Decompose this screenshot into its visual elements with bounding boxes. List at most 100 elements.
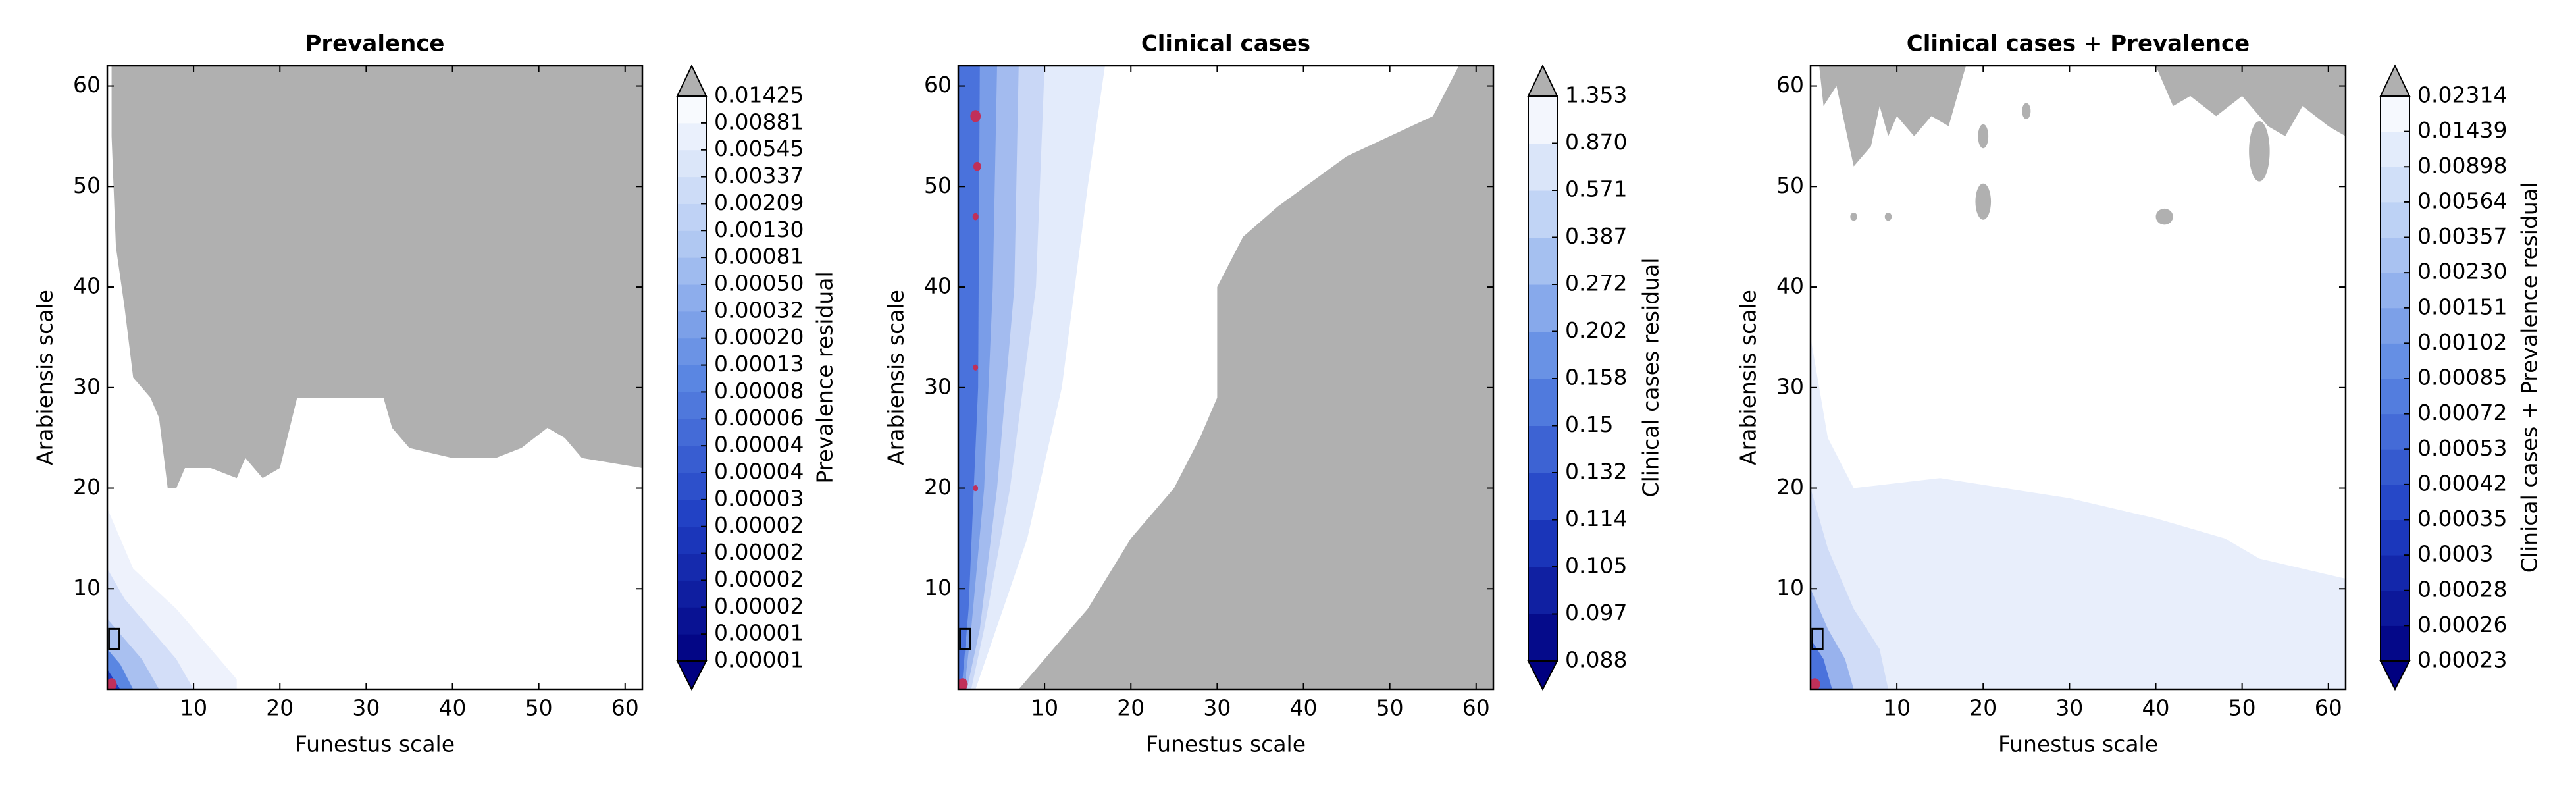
colorbar-tick-label: 0.158 <box>1565 365 1627 390</box>
colorbar-segment <box>677 96 706 124</box>
colorbar-segment <box>677 203 706 231</box>
colorbar-segment <box>1528 284 1557 332</box>
colorbar-segment <box>677 580 706 608</box>
colorbar-frame <box>677 95 707 662</box>
colorbar-tick-label: 0.01425 <box>714 82 804 108</box>
colorbar-segment <box>2381 519 2409 556</box>
colorbar-tick-label: 0.00002 <box>714 512 804 538</box>
colorbar-segment <box>1528 190 1557 238</box>
chart-title: Clinical cases <box>1141 31 1310 57</box>
x-tick-label: 40 <box>439 695 467 721</box>
chart-title: Prevalence <box>305 31 445 57</box>
y-tick-label: 60 <box>1776 72 1804 97</box>
colorbar-tick-label: 0.00002 <box>714 566 804 592</box>
x-tick-label: 10 <box>1883 695 1911 721</box>
colorbar-tick-label: 0.00001 <box>714 647 804 673</box>
colorbar-tick-label: 0.00032 <box>714 297 804 323</box>
x-tick-label: 10 <box>1031 695 1058 721</box>
colorbar-segment <box>2381 273 2409 309</box>
colorbar-tick-label: 0.00001 <box>714 620 804 646</box>
colorbar-tick-label: 0.00002 <box>714 593 804 619</box>
contour-fill <box>958 66 1494 689</box>
colorbar-segment <box>2381 625 2409 662</box>
x-tick-label: 20 <box>1969 695 1997 721</box>
colorbar-tick-label: 0.00230 <box>2417 259 2507 284</box>
colorbar-segment <box>677 634 706 662</box>
colorbar-tick-label: 0.00881 <box>714 109 804 134</box>
y-tick-label: 20 <box>73 474 101 500</box>
colorbar-segment <box>2381 237 2409 273</box>
colorbar-segment <box>677 311 706 339</box>
y-tick-label: 10 <box>1776 575 1804 600</box>
colorbar-segment <box>1528 331 1557 379</box>
colorbar-segment <box>2381 343 2409 379</box>
colorbar-tick-label: 0.00050 <box>714 271 804 296</box>
colorbar-segment <box>1528 379 1557 426</box>
colorbar-segment <box>677 284 706 312</box>
colorbar-tick-label: 1.353 <box>1565 82 1627 108</box>
colorbar-segment <box>677 338 706 366</box>
colorbar-tick-label: 0.00357 <box>2417 223 2507 249</box>
x-tick-label: 60 <box>1462 695 1490 721</box>
colorbar-tick-label: 0.114 <box>1565 506 1627 531</box>
colorbar-tick-label: 0.00337 <box>714 163 804 188</box>
colorbar-tick-label: 0.15 <box>1565 411 1613 437</box>
colorbar-under <box>1527 660 1558 691</box>
colorbar-tick-label: 0.088 <box>1565 647 1627 673</box>
colorbar-tick-label: 0.00053 <box>2417 435 2507 461</box>
colorbar-segment <box>1528 425 1557 473</box>
plot-frame <box>957 65 1495 691</box>
colorbar-segment <box>1528 96 1557 144</box>
y-tick-label: 60 <box>73 72 101 97</box>
colorbar-segment <box>1528 143 1557 191</box>
colorbar-tick-label: 0.00042 <box>2417 470 2507 496</box>
colorbar-tick-label: 0.00130 <box>714 217 804 242</box>
x-tick-label: 50 <box>1376 695 1404 721</box>
colorbar-over <box>676 64 708 97</box>
colorbar-segment <box>1528 567 1557 614</box>
colorbar-tick-label: 0.01439 <box>2417 117 2507 143</box>
colorbar-tick-label: 0.097 <box>1565 600 1627 625</box>
colorbar-segment <box>677 607 706 635</box>
colorbar-tick-label: 0.00013 <box>714 351 804 377</box>
colorbar-tick-label: 0.00002 <box>714 539 804 565</box>
y-tick-label: 30 <box>1776 373 1804 399</box>
plot-frame <box>1809 65 2347 691</box>
colorbar-under <box>2379 660 2411 691</box>
y-axis-label: Arabiensis scale <box>1736 290 1761 465</box>
colorbar-tick-label: 0.00564 <box>2417 188 2507 213</box>
colorbar-label: Clinical cases + Prevalence residual <box>2517 182 2542 573</box>
x-tick-label: 50 <box>2228 695 2256 721</box>
colorbar-tick-label: 0.00026 <box>2417 612 2507 637</box>
colorbar-segment <box>677 257 706 285</box>
x-tick-label: 40 <box>1290 695 1318 721</box>
y-tick-label: 10 <box>73 575 101 600</box>
x-tick-label: 30 <box>352 695 380 721</box>
colorbar-segment <box>2381 379 2409 415</box>
colorbar-tick-label: 0.202 <box>1565 317 1627 343</box>
x-tick-label: 60 <box>2315 695 2342 721</box>
colorbar-tick-label: 0.00085 <box>2417 365 2507 390</box>
x-tick-label: 20 <box>266 695 294 721</box>
colorbar-segment <box>2381 413 2409 450</box>
y-tick-label: 50 <box>924 172 952 198</box>
plot-frame <box>106 65 644 691</box>
x-axis-label: Funestus scale <box>295 731 455 757</box>
y-tick-label: 20 <box>1776 474 1804 500</box>
colorbar-segment <box>677 230 706 258</box>
x-tick-label: 60 <box>611 695 639 721</box>
colorbar-segment <box>677 473 706 500</box>
colorbar-tick-label: 0.00008 <box>714 378 804 404</box>
x-tick-label: 30 <box>2055 695 2083 721</box>
colorbar-over <box>2379 64 2411 97</box>
y-tick-label: 40 <box>73 273 101 299</box>
colorbar-segment <box>677 365 706 392</box>
y-tick-label: 10 <box>924 575 952 600</box>
colorbar-segment <box>2381 555 2409 591</box>
colorbar-tick-label: 0.105 <box>1565 553 1627 579</box>
colorbar-segment <box>1528 237 1557 285</box>
colorbar-over <box>1527 64 1558 97</box>
colorbar-tick-label: 0.387 <box>1565 223 1627 249</box>
colorbar-tick-label: 0.00151 <box>2417 294 2507 319</box>
